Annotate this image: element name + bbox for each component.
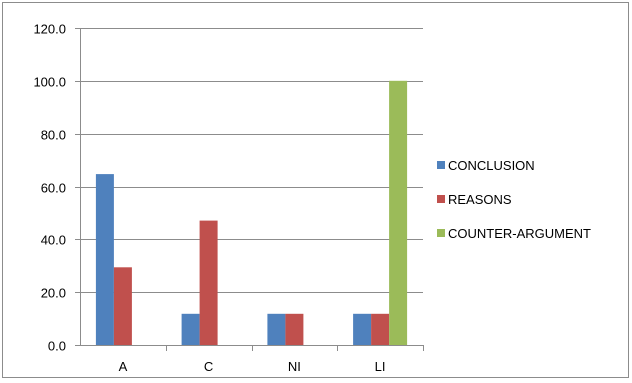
gridlines: [80, 28, 423, 293]
y-tick-labels: 0.0 20.0 40.0 60.0 80.0 100.0 120.0: [33, 22, 66, 354]
bar-conclusion-ni: [267, 313, 286, 345]
legend-swatch: [437, 161, 445, 169]
x-tick-label: A: [119, 359, 128, 374]
legend-swatch: [437, 229, 445, 237]
legend: CONCLUSION REASONS COUNTER-ARGUMENT: [437, 158, 591, 241]
bar-conclusion-a: [95, 174, 114, 345]
y-tick-label: 100.0: [33, 75, 66, 90]
x-tick-labels: A C NI LI: [119, 359, 386, 374]
y-tick-label: 20.0: [41, 286, 66, 301]
bar-conclusion-c: [181, 313, 200, 345]
bar-reasons-a: [113, 267, 132, 345]
bar-conclusion-li: [353, 313, 372, 345]
x-tick-label: LI: [375, 359, 386, 374]
legend-label: REASONS: [448, 192, 512, 207]
y-tick-label: 0.0: [48, 339, 66, 354]
bar-counter-argument-li: [389, 80, 408, 346]
y-tick-label: 40.0: [41, 233, 66, 248]
y-tick-label: 80.0: [41, 128, 66, 143]
x-tick-label: NI: [288, 359, 301, 374]
bar-reasons-ni: [285, 313, 304, 345]
bars: [95, 80, 408, 346]
legend-swatch: [437, 195, 445, 203]
bar-reasons-c: [199, 220, 218, 345]
legend-label: COUNTER-ARGUMENT: [448, 226, 591, 241]
bar-reasons-li: [371, 313, 390, 345]
x-tick-label: C: [204, 359, 213, 374]
y-tick-label: 120.0: [33, 22, 66, 37]
axes: [75, 28, 424, 351]
legend-label: CONCLUSION: [448, 158, 535, 173]
y-tick-label: 60.0: [41, 181, 66, 196]
